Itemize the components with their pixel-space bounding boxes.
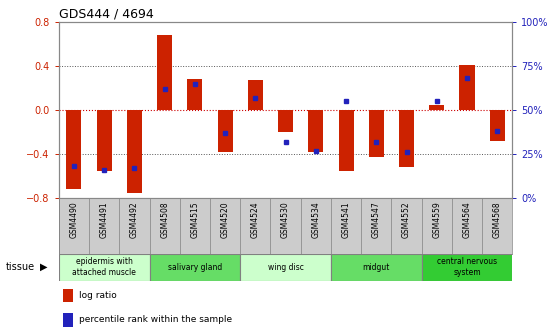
Text: GSM4547: GSM4547	[372, 201, 381, 238]
Text: midgut: midgut	[363, 263, 390, 271]
Bar	[399, 110, 414, 167]
Text: GSM4530: GSM4530	[281, 201, 290, 238]
Text: GSM4508: GSM4508	[160, 201, 169, 238]
Text: GSM4564: GSM4564	[463, 201, 472, 238]
Text: log ratio: log ratio	[79, 291, 117, 300]
Text: tissue: tissue	[6, 262, 35, 272]
Text: percentile rank within the sample: percentile rank within the sample	[79, 316, 232, 325]
Bar	[489, 110, 505, 141]
Text: GSM4568: GSM4568	[493, 201, 502, 238]
Bar	[157, 35, 172, 110]
Bar	[127, 110, 142, 193]
Text: GSM4534: GSM4534	[311, 201, 320, 238]
Text: GSM4491: GSM4491	[100, 201, 109, 238]
Text: wing disc: wing disc	[268, 263, 304, 271]
Text: GSM4552: GSM4552	[402, 201, 411, 238]
Bar	[278, 110, 293, 132]
Bar	[187, 79, 203, 110]
Text: GSM4559: GSM4559	[432, 201, 441, 238]
Bar	[338, 110, 354, 171]
Bar	[429, 104, 445, 110]
Bar	[150, 254, 240, 281]
Text: central nervous
system: central nervous system	[437, 257, 497, 277]
Text: ▶: ▶	[40, 262, 48, 272]
Text: epidermis with
attached muscle: epidermis with attached muscle	[72, 257, 136, 277]
Text: GSM4490: GSM4490	[69, 201, 78, 238]
Bar	[308, 110, 323, 152]
Bar	[422, 254, 512, 281]
Text: salivary gland: salivary gland	[168, 263, 222, 271]
Text: GSM4524: GSM4524	[251, 201, 260, 238]
Text: GDS444 / 4694: GDS444 / 4694	[59, 8, 153, 21]
Bar	[459, 65, 475, 110]
Bar	[331, 254, 422, 281]
Bar	[217, 110, 233, 152]
Bar	[240, 254, 331, 281]
Text: GSM4541: GSM4541	[342, 201, 351, 238]
Bar	[59, 254, 150, 281]
Bar	[63, 289, 73, 302]
Text: GSM4515: GSM4515	[190, 201, 199, 238]
Bar	[248, 80, 263, 110]
Bar	[96, 110, 111, 171]
Text: GSM4492: GSM4492	[130, 201, 139, 238]
Bar	[63, 313, 73, 327]
Bar	[66, 110, 82, 190]
Bar	[368, 110, 384, 158]
Text: GSM4520: GSM4520	[221, 201, 230, 238]
